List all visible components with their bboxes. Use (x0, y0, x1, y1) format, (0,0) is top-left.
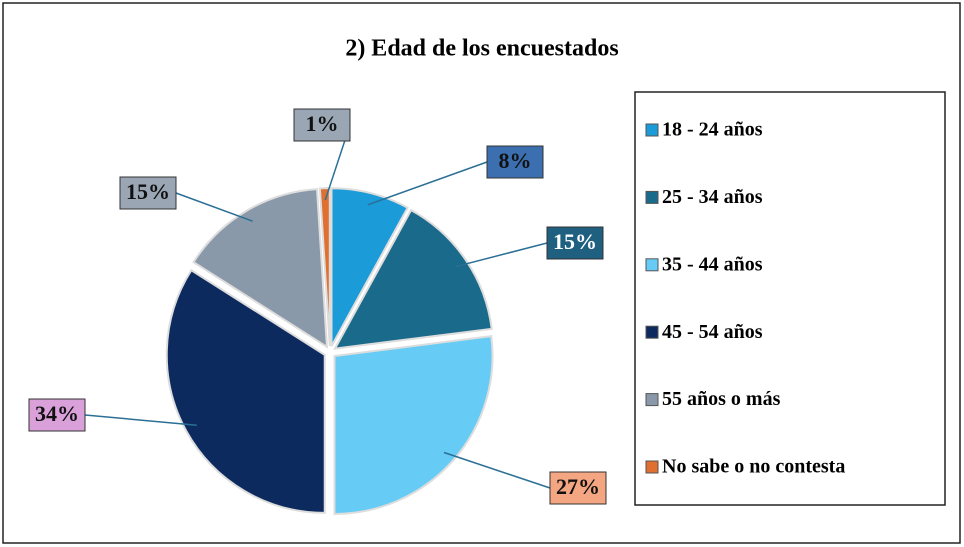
legend-label: 35 - 44 años (662, 253, 763, 275)
leader-line (367, 161, 488, 206)
label-box (549, 471, 607, 505)
legend-swatch (645, 190, 659, 204)
label-box (28, 398, 86, 432)
legend-swatch (645, 460, 659, 474)
legend-swatch (645, 258, 659, 272)
legend-swatch (645, 123, 659, 137)
legend-label: 45 - 54 años (662, 321, 763, 343)
data-label: 8% (499, 148, 532, 173)
leader-line (455, 242, 548, 268)
legend-swatch (645, 393, 659, 407)
pie-slice (333, 335, 494, 515)
label-box (546, 226, 604, 260)
data-label: 15% (553, 229, 597, 254)
legend-label: No sabe o no contesta (662, 456, 845, 478)
pie-slice (165, 268, 326, 514)
legend-label: 55 años o más (662, 388, 781, 410)
label-box (486, 145, 544, 179)
pie-slice (330, 187, 409, 347)
label-box (119, 176, 177, 210)
chart-title: 2) Edad de los encuestados (345, 36, 618, 62)
legend-frame (634, 91, 946, 506)
data-label: 27% (556, 474, 600, 499)
data-label: 15% (126, 179, 170, 204)
label-box (293, 108, 351, 142)
pie-slice (192, 188, 329, 349)
leader-line (443, 451, 551, 489)
legend-swatch (645, 325, 659, 339)
pie-slice (333, 208, 493, 350)
data-label: 1% (306, 111, 339, 136)
leader-line (84, 414, 197, 426)
legend-label: 25 - 34 años (662, 186, 763, 208)
leader-line (175, 192, 253, 222)
legend-label: 18 - 24 años (662, 119, 763, 141)
data-label: 34% (35, 401, 79, 426)
